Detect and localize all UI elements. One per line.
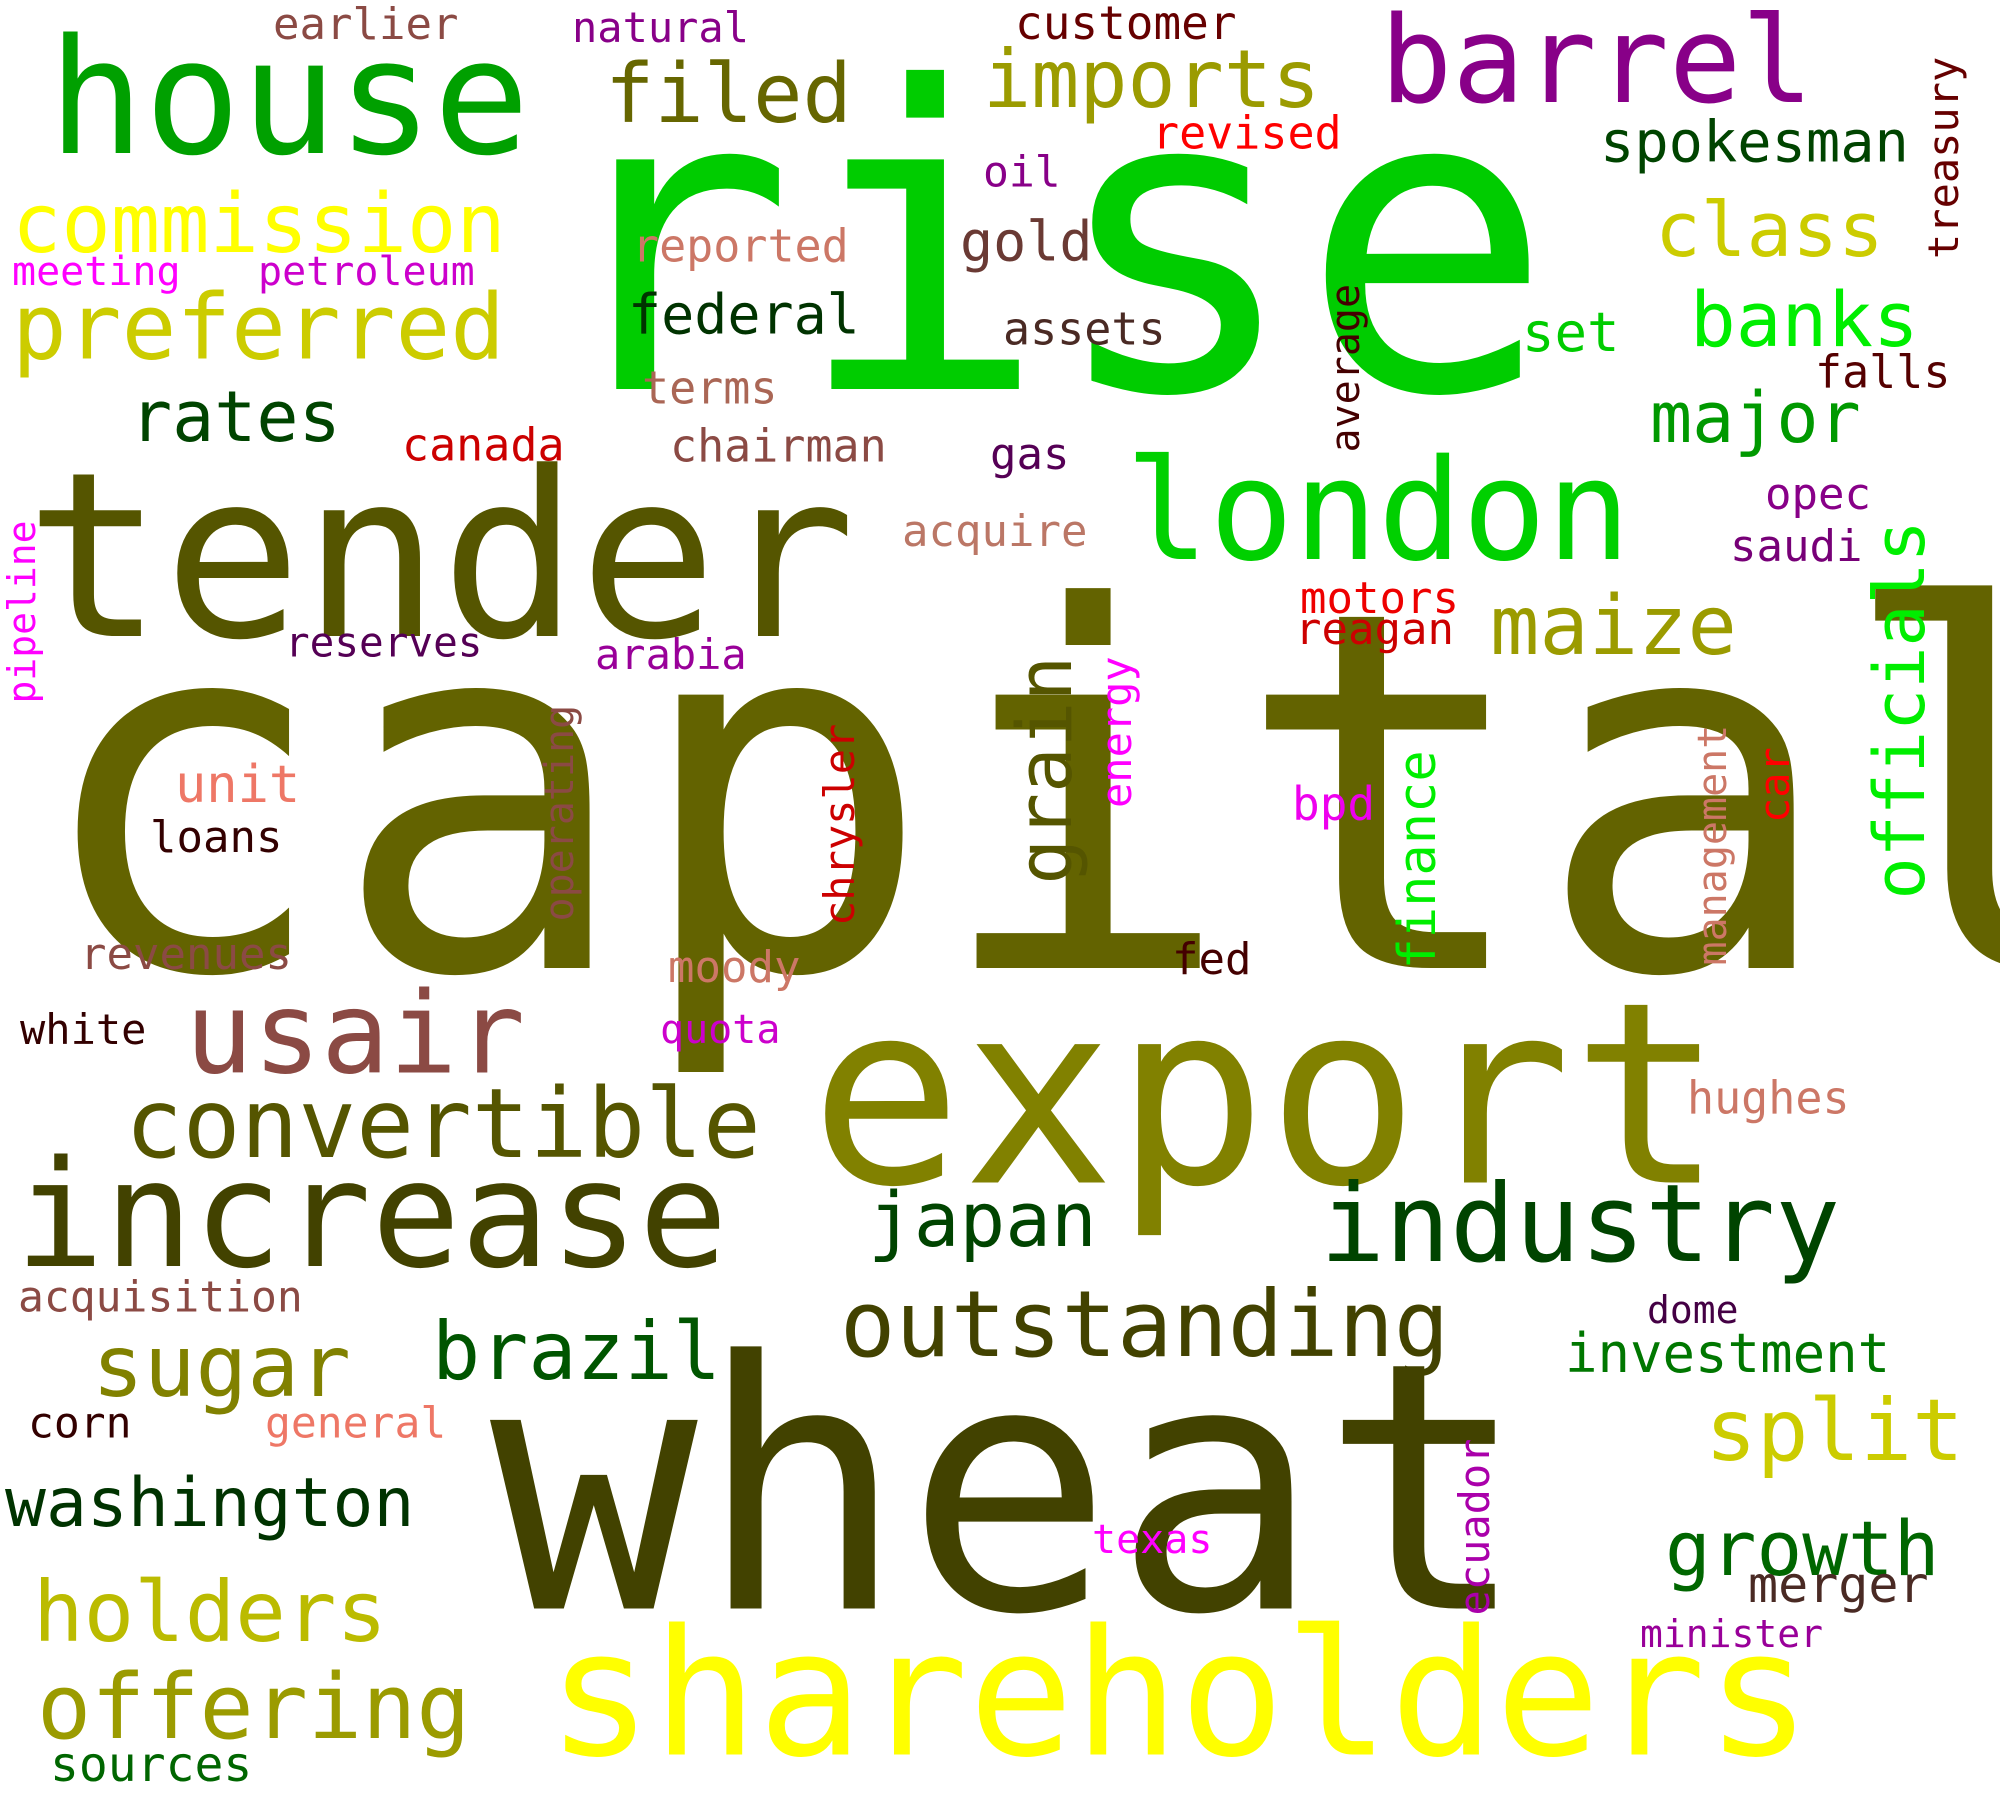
word-london: london	[1125, 430, 1631, 593]
word-general: general	[265, 1398, 447, 1449]
word-japan: japan	[868, 1175, 1097, 1264]
word-acquire: acquire	[902, 506, 1088, 557]
word-pipeline: pipeline	[0, 520, 44, 704]
word-shareholders: shareholders	[547, 1593, 1812, 1797]
word-sources: sources	[50, 1737, 253, 1793]
word-capital: capital	[30, 504, 2000, 1086]
word-rates: rates	[130, 376, 341, 458]
word-car: car	[1750, 747, 1799, 823]
word-acquisition: acquisition	[18, 1272, 303, 1323]
word-saudi: saudi	[1730, 521, 1863, 572]
word-quota: quota	[660, 1007, 781, 1053]
word-tender: tender	[25, 424, 856, 691]
word-imports: imports	[983, 33, 1321, 126]
word-opec: opec	[1765, 469, 1871, 520]
word-ecuador: ecuador	[1450, 1438, 1499, 1616]
word-hughes: hughes	[1687, 1071, 1850, 1125]
word-officials: officials	[1859, 520, 1941, 900]
word-maize: maize	[1490, 579, 1737, 674]
word-fed: fed	[1172, 934, 1252, 985]
word-house: house	[48, 4, 530, 191]
word-brazil: brazil	[432, 1305, 721, 1398]
word-operating: operating	[537, 704, 583, 922]
word-holders: holders	[33, 1563, 388, 1661]
word-moody: moody	[668, 942, 801, 993]
word-increase: increase	[15, 1129, 728, 1301]
word-minister: minister	[1640, 1612, 1824, 1656]
word-average: average	[1323, 283, 1369, 453]
word-spokesman: spokesman	[1600, 109, 1909, 176]
word-motors: motors	[1300, 573, 1459, 624]
word-petroleum: petroleum	[258, 249, 475, 295]
word-convertible: convertible	[125, 1068, 761, 1180]
word-split: split	[1705, 1381, 1964, 1481]
word-preferred: preferred	[12, 275, 506, 381]
word-arabia: arabia	[595, 630, 747, 679]
word-usair: usair	[185, 967, 526, 1100]
word-gold: gold	[960, 209, 1093, 274]
word-loans: loans	[150, 812, 283, 863]
word-management: management	[1690, 724, 1736, 966]
word-merger: merger	[1748, 1556, 1929, 1614]
word-class: class	[1655, 185, 1884, 274]
word-barrel: barrel	[1380, 0, 1814, 131]
word-reserves: reserves	[285, 618, 483, 667]
word-growth: growth	[1665, 1504, 1940, 1593]
word-chairman: chairman	[670, 419, 887, 473]
word-energy: energy	[1092, 656, 1141, 808]
word-offering: offering	[37, 1655, 471, 1760]
word-chrysler: chrysler	[815, 723, 864, 926]
word-export: export	[810, 947, 1724, 1243]
word-oil: oil	[983, 147, 1061, 198]
word-bpd: bpd	[1292, 777, 1376, 831]
word-wheat: wheat	[490, 1289, 1529, 1691]
word-natural: natural	[572, 3, 750, 52]
word-meeting: meeting	[12, 249, 181, 295]
word-revised: revised	[1152, 106, 1342, 160]
word-falls: falls	[1815, 345, 1951, 399]
word-set: set	[1522, 301, 1620, 364]
word-earlier: earlier	[273, 0, 459, 50]
word-industry: industry	[1320, 1162, 1841, 1287]
word-dome: dome	[1647, 1288, 1739, 1332]
word-filed: filed	[605, 47, 852, 142]
word-customer: customer	[1015, 0, 1237, 50]
word-investment: investment	[1565, 1322, 1891, 1385]
word-federal: federal	[628, 282, 860, 347]
word-washington: washington	[5, 1464, 415, 1543]
word-texas: texas	[1092, 1517, 1213, 1563]
word-canada: canada	[402, 418, 565, 472]
word-treasury: treasury	[1919, 56, 1968, 259]
word-gas: gas	[990, 429, 1070, 480]
word-rise: rise	[542, 0, 1554, 489]
word-assets: assets	[1003, 302, 1166, 356]
word-corn: corn	[28, 1398, 132, 1449]
word-sugar: sugar	[92, 1317, 351, 1417]
word-commission: commission	[12, 177, 506, 272]
word-revenues: revenues	[80, 929, 292, 980]
word-reagan: reagan	[1295, 604, 1454, 655]
word-finance: finance	[1388, 750, 1448, 970]
word-reported: reported	[632, 219, 849, 273]
word-white: white	[20, 1005, 147, 1054]
word-major: major	[1650, 377, 1861, 459]
word-grain: grain	[1000, 655, 1089, 885]
word-terms: terms	[642, 361, 778, 415]
word-banks: banks	[1690, 275, 1919, 364]
word-outstanding: outstanding	[840, 1271, 1450, 1378]
word-unit: unit	[175, 755, 301, 815]
